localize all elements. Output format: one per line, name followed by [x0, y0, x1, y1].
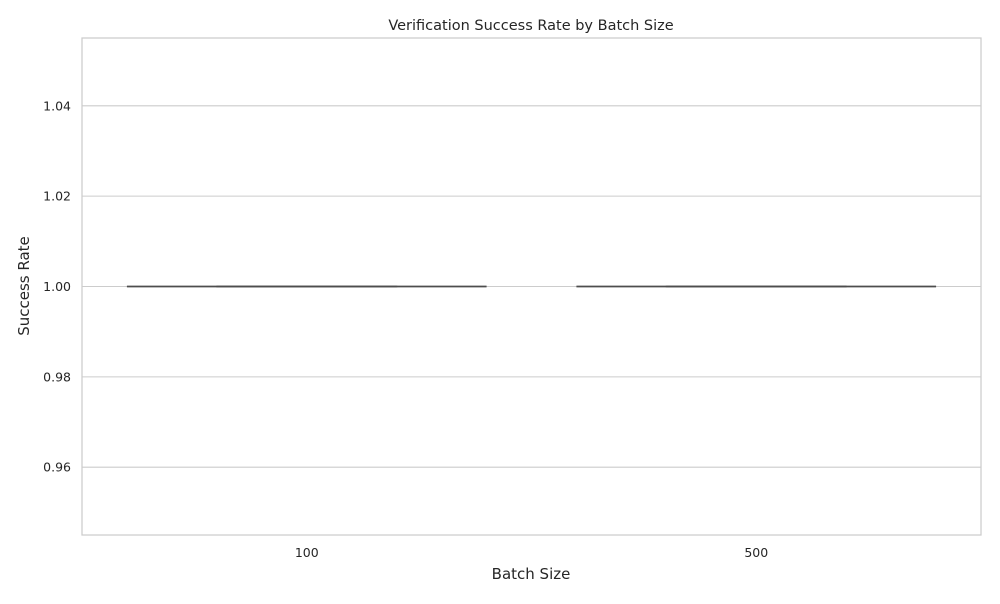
y-axis-label: Success Rate	[15, 236, 33, 336]
y-tick-label: 0.96	[43, 460, 71, 475]
chart-title: Verification Success Rate by Batch Size	[388, 18, 673, 34]
y-tick-label: 1.00	[43, 279, 71, 294]
x-axis-label: Batch Size	[492, 565, 571, 583]
y-tick-label: 1.04	[43, 98, 71, 113]
y-tick-labels: 0.96 0.98 1.00 1.02 1.04	[43, 98, 71, 474]
x-tick-label: 100	[295, 545, 319, 560]
y-tick-label: 1.02	[43, 189, 71, 204]
y-tick-label: 0.98	[43, 369, 71, 384]
x-tick-label: 500	[744, 545, 768, 560]
x-tick-labels: 100 500	[295, 545, 768, 560]
